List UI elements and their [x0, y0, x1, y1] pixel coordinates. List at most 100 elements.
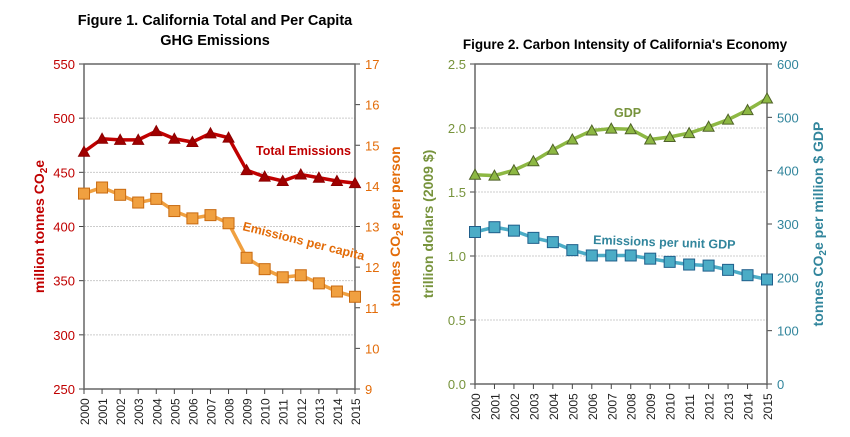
x-tick-label: 2015 [761, 393, 775, 420]
x-tick-label: 2006 [586, 393, 600, 420]
data-point [222, 217, 235, 230]
data-point [222, 131, 235, 143]
data-point [330, 174, 344, 186]
series-line-emissions-per-unit-gdp [474, 225, 768, 282]
y-tick-label: 2.0 [448, 121, 466, 136]
data-point [95, 132, 109, 144]
x-tick-label: 2013 [313, 398, 327, 425]
data-point [682, 126, 696, 139]
data-point [168, 205, 181, 218]
y-tick-label: 500 [53, 111, 75, 126]
data-point [546, 143, 560, 155]
data-point [113, 133, 127, 145]
data-point [624, 122, 638, 135]
y2-axis-label: tonnes CO2e per million $ GDP [810, 122, 829, 327]
data-point [258, 263, 271, 276]
y2-tick-label: 10 [365, 341, 379, 356]
x-tick-label: 2004 [150, 398, 164, 425]
y2-tick-label: 100 [777, 324, 799, 339]
chart-title: Figure 1. California Total and Per Capit… [78, 13, 353, 29]
plot-frame [83, 63, 356, 390]
x-tick-label: 2008 [223, 398, 237, 425]
series-line-total-emissions [82, 129, 356, 185]
y-tick-label: 400 [53, 220, 75, 235]
x-tick-label: 2005 [168, 398, 182, 425]
y2-tick-label: 16 [365, 98, 379, 113]
y2-tick-label: 400 [777, 164, 799, 179]
y2-axis-label: tonnes CO2e per person [387, 146, 406, 306]
data-point [294, 269, 307, 282]
x-tick-label: 2011 [277, 399, 291, 425]
y-tick-label: 250 [53, 382, 75, 397]
data-point [240, 163, 253, 176]
chart-title: GHG Emissions [160, 33, 270, 49]
y-axis-label: million tonnes CO2e [31, 160, 50, 293]
data-point [760, 92, 774, 104]
data-point [132, 196, 145, 209]
x-tick-label: 2009 [241, 398, 255, 425]
x-tick-label: 2010 [259, 398, 273, 425]
data-point [702, 120, 715, 132]
data-point [131, 133, 145, 145]
data-point [149, 124, 163, 137]
chart-title: Figure 2. Carbon Intensity of California… [463, 37, 788, 52]
y-tick-label: 1.5 [448, 185, 466, 200]
series-label: GDP [614, 106, 641, 120]
y-tick-label: 300 [53, 328, 75, 343]
data-point [761, 273, 773, 286]
y-tick-label: 350 [53, 274, 75, 289]
data-point [683, 258, 696, 271]
x-tick-label: 2003 [527, 393, 541, 420]
x-tick-label: 2002 [508, 393, 522, 420]
x-tick-label: 2006 [186, 398, 200, 425]
data-point [114, 188, 127, 201]
x-tick-label: 2011 [683, 394, 697, 420]
y-tick-label: 2.5 [448, 57, 466, 72]
data-point [204, 209, 217, 222]
data-point [507, 224, 520, 237]
y-axis-label: trillion dollars (2009 $) [420, 150, 436, 299]
data-point [294, 167, 308, 180]
data-point [527, 231, 540, 244]
series-line-emissions-per-capita [83, 185, 356, 299]
data-point [644, 252, 657, 265]
data-point [186, 212, 199, 225]
x-tick-label: 2012 [703, 393, 717, 420]
series-label: Total Emissions [256, 144, 351, 158]
chart-1: Figure 1. California Total and Per Capit… [31, 13, 406, 425]
data-point [312, 277, 325, 290]
data-point [643, 132, 657, 145]
data-point [585, 249, 598, 262]
y-tick-label: 1.0 [448, 249, 466, 264]
data-point [77, 145, 91, 157]
data-point [663, 255, 676, 268]
x-tick-label: 2003 [132, 398, 146, 425]
y2-tick-label: 600 [777, 57, 799, 72]
x-tick-label: 2008 [625, 393, 639, 420]
data-point [507, 163, 521, 176]
series-label: Emissions per capita [241, 219, 367, 263]
data-point [276, 271, 289, 284]
data-point [604, 122, 618, 134]
y-tick-label: 550 [53, 57, 75, 72]
plot-frame [474, 63, 768, 385]
data-point [96, 181, 109, 194]
x-tick-label: 2007 [605, 393, 619, 420]
data-point [605, 249, 618, 262]
x-tick-label: 2004 [547, 393, 561, 420]
x-tick-label: 2010 [664, 393, 678, 420]
data-point [186, 135, 199, 147]
data-point [469, 226, 481, 238]
data-point [527, 154, 540, 167]
data-point [468, 168, 482, 180]
data-point [702, 259, 715, 272]
y2-tick-label: 15 [365, 138, 379, 153]
x-tick-label: 2000 [469, 393, 483, 420]
data-point [546, 236, 559, 249]
x-tick-label: 2001 [488, 393, 502, 420]
data-point [276, 174, 290, 186]
x-tick-label: 2005 [566, 393, 580, 420]
y2-tick-label: 12 [365, 260, 379, 275]
y2-tick-label: 9 [365, 382, 372, 397]
data-point [741, 269, 754, 282]
